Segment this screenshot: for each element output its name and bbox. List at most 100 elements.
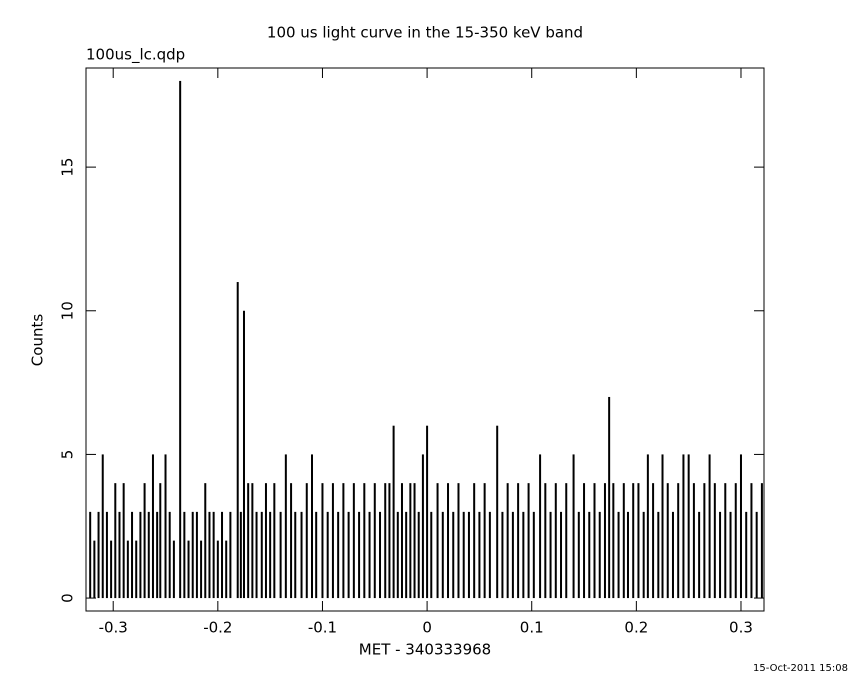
bar	[348, 512, 350, 598]
bar	[756, 512, 758, 598]
bar	[148, 512, 150, 598]
bar	[173, 541, 175, 598]
bar	[196, 512, 198, 598]
bar	[632, 483, 634, 598]
bar	[123, 483, 125, 598]
bar	[217, 541, 219, 598]
bar	[315, 512, 317, 598]
bar	[442, 512, 444, 598]
bar	[393, 426, 395, 598]
bar	[159, 483, 161, 598]
bar	[290, 483, 292, 598]
bar	[237, 282, 239, 598]
bar	[114, 483, 116, 598]
bar	[251, 483, 253, 598]
bar	[269, 512, 271, 598]
bar	[200, 541, 202, 598]
bar	[544, 483, 546, 598]
bar	[719, 512, 721, 598]
bar	[369, 512, 371, 598]
bar	[337, 512, 339, 598]
bar	[761, 483, 763, 598]
bar	[165, 454, 167, 598]
bar	[550, 512, 552, 598]
bar	[555, 483, 557, 598]
bar	[750, 483, 752, 598]
y-tick-label: 15	[59, 158, 77, 177]
bar	[327, 512, 329, 598]
bar	[280, 512, 282, 598]
bar	[565, 483, 567, 598]
x-tick-label: 0.3	[729, 619, 753, 637]
bar	[714, 483, 716, 598]
x-tick-label: -0.2	[203, 619, 232, 637]
bar	[533, 512, 535, 598]
x-tick-label: 0.2	[624, 619, 648, 637]
bar	[229, 512, 231, 598]
x-tick-label: -0.1	[308, 619, 337, 637]
bar	[414, 483, 416, 598]
bar	[256, 512, 258, 598]
bar	[225, 541, 227, 598]
bar	[306, 483, 308, 598]
bar	[478, 512, 480, 598]
bar	[724, 483, 726, 598]
bar	[102, 454, 104, 598]
bar	[342, 483, 344, 598]
bar	[204, 483, 206, 598]
bar	[709, 454, 711, 598]
subtitle: 100us_lc.qdp	[86, 46, 185, 65]
bar	[243, 311, 245, 598]
bar	[144, 483, 146, 598]
bar	[693, 483, 695, 598]
bar	[426, 426, 428, 598]
bar	[647, 454, 649, 598]
bar	[745, 512, 747, 598]
bar	[682, 454, 684, 598]
bar	[384, 483, 386, 598]
bar	[594, 483, 596, 598]
bar	[374, 483, 376, 598]
x-tick-label: -0.3	[99, 619, 128, 637]
bar	[484, 483, 486, 598]
bar	[106, 512, 108, 598]
chart: 100 us light curve in the 15-350 keV ban…	[0, 0, 850, 680]
bar	[457, 483, 459, 598]
bar	[627, 512, 629, 598]
bar	[273, 483, 275, 598]
x-tick-label: 0	[422, 619, 432, 637]
bar	[247, 483, 249, 598]
bar	[169, 512, 171, 598]
bar	[463, 512, 465, 598]
bar	[703, 483, 705, 598]
footer: 15-Oct-2011 15:08	[753, 663, 848, 674]
bar	[98, 512, 100, 598]
bar	[188, 541, 190, 598]
bar	[422, 454, 424, 598]
bar	[301, 512, 303, 598]
bar	[294, 512, 296, 598]
bar	[517, 483, 519, 598]
bar	[208, 512, 210, 598]
bar	[447, 483, 449, 598]
bar	[127, 541, 129, 598]
x-axis-label: MET - 340333968	[359, 641, 491, 659]
bar	[672, 512, 674, 598]
bar	[152, 454, 154, 598]
bar	[730, 512, 732, 598]
bar	[401, 483, 403, 598]
bar	[430, 512, 432, 598]
bar	[183, 512, 185, 598]
bar	[560, 512, 562, 598]
bar	[501, 512, 503, 598]
bar	[353, 483, 355, 598]
bar	[612, 483, 614, 598]
bar	[522, 512, 524, 598]
bar	[192, 512, 194, 598]
bar	[735, 483, 737, 598]
bar	[677, 483, 679, 598]
bar	[179, 81, 181, 598]
bar	[89, 512, 91, 598]
bar	[489, 512, 491, 598]
bar	[740, 454, 742, 598]
